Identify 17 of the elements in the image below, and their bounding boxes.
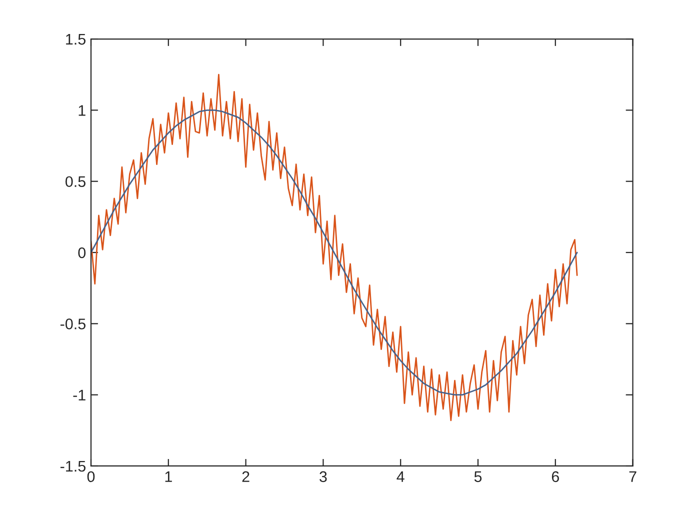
y-tick-label: -0.5 — [60, 318, 86, 330]
y-tick-label: 1 — [78, 105, 86, 116]
x-tick-label: 2 — [242, 471, 250, 482]
x-tick-label: 4 — [396, 471, 404, 482]
line-series — [91, 109, 578, 396]
y-tick-label: 1.5 — [66, 34, 86, 45]
y-tick-label: -1.5 — [60, 461, 86, 472]
line-series — [91, 74, 578, 422]
y-tick-label: -1 — [73, 390, 86, 400]
x-tick-label: 6 — [552, 471, 559, 482]
x-tick-label: 1 — [165, 471, 172, 482]
x-tick-label: 5 — [474, 471, 482, 482]
x-tick-label: 3 — [320, 471, 327, 482]
y-tick-label: 0 — [78, 247, 86, 258]
x-tick-label: 0 — [87, 471, 95, 482]
x-tick-label: 7 — [629, 471, 636, 482]
y-tick-label: 0.5 — [66, 176, 86, 188]
